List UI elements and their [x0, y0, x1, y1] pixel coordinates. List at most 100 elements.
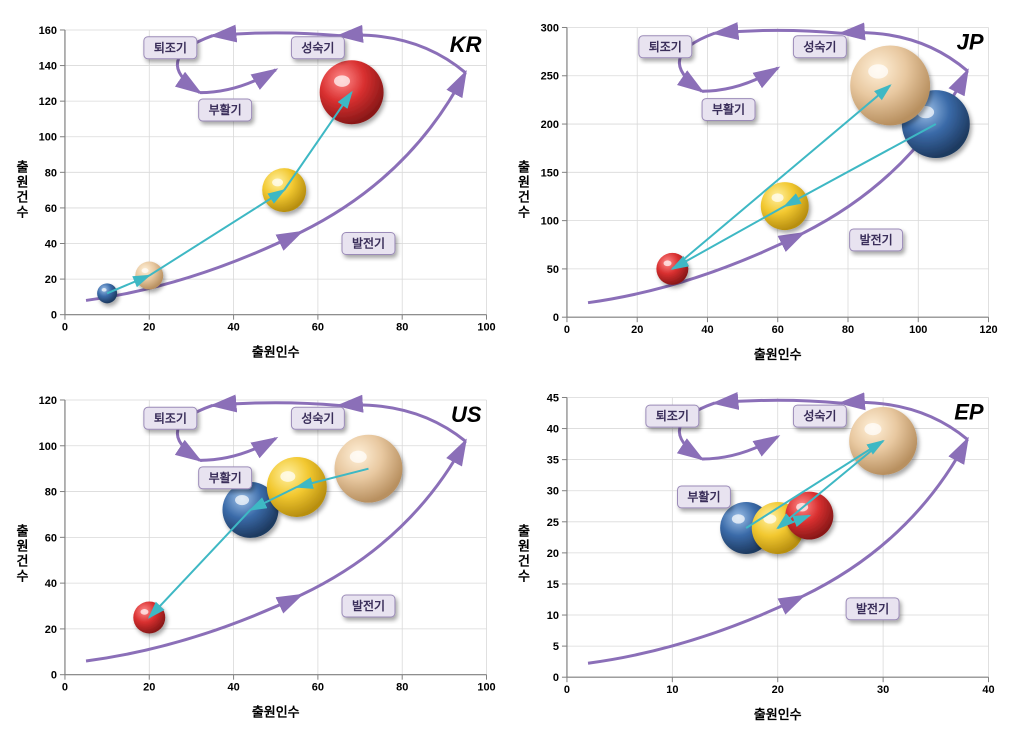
x-tick-label: 0	[62, 681, 68, 693]
x-tick-label: 60	[312, 322, 324, 334]
y-tick-label: 0	[552, 672, 558, 684]
stage-label-부활기: 부활기	[702, 99, 755, 121]
y-tick-label: 15	[546, 579, 558, 591]
svg-text:성숙기: 성숙기	[301, 40, 334, 55]
stage-label-퇴조기: 퇴조기	[645, 405, 698, 427]
y-tick-label: 45	[546, 392, 558, 404]
y-tick-label: 0	[51, 669, 57, 681]
panel-JP: 020406080100120050100150200250300출원인수퇴조기…	[512, 10, 1004, 370]
x-tick-label: 0	[563, 324, 569, 336]
lifecycle-curve-segment	[701, 436, 777, 458]
x-tick-label: 80	[841, 324, 853, 336]
lifecycle-curve-segment	[588, 233, 803, 303]
x-tick-label: 20	[143, 681, 155, 693]
x-tick-label: 80	[396, 681, 408, 693]
stage-label-발전기: 발전기	[342, 233, 395, 255]
chart-svg: 010203040051015202530354045출원인수퇴조기성숙기부활기…	[512, 380, 1004, 730]
y-tick-label: 40	[546, 423, 558, 435]
trend-arrow	[784, 124, 935, 206]
y-tick-label: 40	[45, 239, 57, 251]
svg-text:성숙기: 성숙기	[803, 408, 836, 423]
x-tick-label: 20	[143, 322, 155, 334]
x-tick-label: 60	[312, 681, 324, 693]
region-label: US	[451, 402, 482, 427]
lifecycle-curve-segment	[701, 68, 777, 91]
x-tick-label: 40	[982, 684, 994, 696]
chart-grid: 020406080100020406080100120140160출원인수퇴조기…	[10, 10, 1003, 720]
x-axis-title: 출원인수	[753, 707, 801, 722]
y-tick-label: 140	[39, 61, 57, 73]
y-tick-label: 160	[39, 25, 57, 37]
stage-label-성숙기: 성숙기	[793, 36, 846, 58]
svg-text:퇴조기: 퇴조기	[655, 408, 688, 423]
lifecycle-curve-segment	[86, 595, 301, 661]
stage-label-부활기: 부활기	[199, 466, 252, 488]
y-tick-label: 100	[39, 440, 57, 452]
stage-label-퇴조기: 퇴조기	[638, 36, 691, 58]
lifecycle-curve-segment	[588, 596, 803, 663]
x-axis-title: 출원인수	[252, 345, 300, 360]
svg-text:부활기: 부활기	[687, 489, 720, 504]
svg-text:발전기: 발전기	[352, 598, 385, 613]
x-tick-label: 0	[62, 322, 68, 334]
y-tick-label: 35	[546, 454, 558, 466]
bubble-red	[320, 60, 384, 124]
x-tick-label: 100	[477, 322, 495, 334]
y-tick-label: 30	[546, 485, 558, 497]
y-tick-label: 80	[45, 486, 57, 498]
stage-label-성숙기: 성숙기	[291, 407, 344, 429]
panel-US: 020406080100020406080100120출원인수퇴조기성숙기부활기…	[10, 380, 502, 730]
y-tick-label: 50	[546, 264, 558, 276]
y-tick-label: 100	[39, 132, 57, 144]
stage-label-성숙기: 성숙기	[291, 37, 344, 59]
trend-arrow	[672, 206, 784, 269]
svg-text:발전기: 발전기	[352, 236, 385, 251]
y-tick-label: 60	[45, 532, 57, 544]
y-tick-label: 20	[45, 274, 57, 286]
x-tick-label: 40	[227, 322, 239, 334]
stage-label-부활기: 부활기	[677, 486, 730, 508]
region-label: KR	[450, 32, 482, 57]
x-tick-label: 20	[771, 684, 783, 696]
x-axis-title: 출원인수	[252, 704, 300, 719]
trend-arrow	[149, 190, 284, 275]
svg-text:퇴조기: 퇴조기	[648, 39, 681, 54]
stage-label-발전기: 발전기	[846, 597, 899, 619]
stage-label-성숙기: 성숙기	[793, 405, 846, 427]
x-tick-label: 10	[666, 684, 678, 696]
y-tick-label: 5	[552, 641, 558, 653]
bubble-tan	[335, 434, 403, 502]
y-tick-label: 120	[39, 395, 57, 407]
svg-text:성숙기: 성숙기	[803, 39, 836, 54]
panel-KR: 020406080100020406080100120140160출원인수퇴조기…	[10, 10, 502, 370]
svg-text:발전기: 발전기	[856, 600, 889, 615]
x-axis-title: 출원인수	[753, 347, 801, 362]
y-axis-title: 출원건수	[514, 160, 533, 220]
stage-label-발전기: 발전기	[342, 595, 395, 617]
svg-text:성숙기: 성숙기	[301, 410, 334, 425]
region-label: EP	[954, 399, 984, 424]
y-tick-label: 300	[540, 22, 558, 34]
y-tick-label: 60	[45, 203, 57, 215]
y-tick-label: 0	[51, 310, 57, 322]
x-tick-label: 60	[771, 324, 783, 336]
x-tick-label: 20	[631, 324, 643, 336]
stage-label-부활기: 부활기	[199, 99, 252, 121]
x-tick-label: 80	[396, 322, 408, 334]
y-axis-title: 출원건수	[514, 524, 533, 584]
lifecycle-curve-segment	[200, 70, 276, 93]
panel-EP: 010203040051015202530354045출원인수퇴조기성숙기부활기…	[512, 380, 1004, 730]
stage-label-퇴조기: 퇴조기	[144, 407, 197, 429]
y-tick-label: 0	[552, 312, 558, 324]
y-tick-label: 150	[540, 167, 558, 179]
lifecycle-curve-segment	[86, 232, 301, 300]
y-tick-label: 200	[540, 119, 558, 131]
chart-svg: 020406080100020406080100120140160출원인수퇴조기…	[10, 10, 502, 370]
chart-svg: 020406080100120050100150200250300출원인수퇴조기…	[512, 10, 1004, 370]
y-tick-label: 10	[546, 610, 558, 622]
svg-text:퇴조기: 퇴조기	[154, 410, 187, 425]
y-tick-label: 20	[45, 624, 57, 636]
y-tick-label: 40	[45, 578, 57, 590]
x-tick-label: 40	[227, 681, 239, 693]
x-tick-label: 40	[701, 324, 713, 336]
